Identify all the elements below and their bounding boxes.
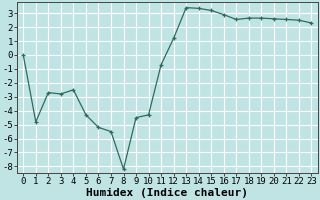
X-axis label: Humidex (Indice chaleur): Humidex (Indice chaleur) <box>86 188 248 198</box>
